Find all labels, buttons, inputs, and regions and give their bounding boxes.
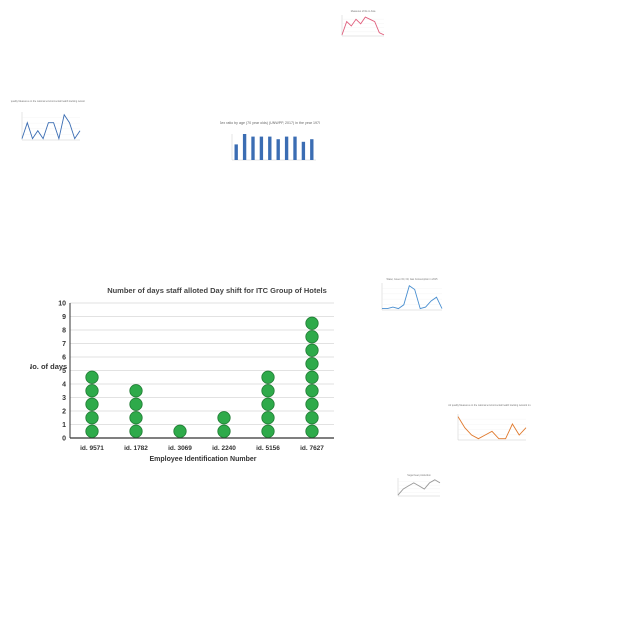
- x-tick-label: id. 3069: [168, 445, 192, 452]
- dot-marker: [217, 424, 231, 438]
- y-tick-label: 7: [62, 341, 66, 348]
- thumbnail-top-svg: Measures of life in Asia: [341, 10, 385, 37]
- thumbnail-title: Measures of life in Asia: [351, 10, 376, 13]
- dot-marker: [261, 424, 275, 438]
- x-axis-label: Employee Identification Number: [150, 456, 257, 463]
- thumbnail-series-line: [457, 416, 527, 440]
- chart-title: Number of days staff alloted Day shift f…: [107, 286, 327, 295]
- thumbnail-series-line: [21, 113, 81, 141]
- thumbnail-center-svg: Sex ratio by age (70 year olds) (UNWPP, …: [220, 121, 320, 161]
- thumbnail-chart-top: Measures of life in Asia: [338, 8, 388, 42]
- y-axis-label-line1: No. of days: [30, 362, 67, 371]
- thumbnail-right-mid-svg: Water, Green Oil, Oil, Gas Consumption i…: [381, 278, 443, 311]
- dot-marker: [261, 370, 275, 384]
- x-tick-label: id. 9571: [80, 445, 104, 452]
- dot-marker: [85, 411, 99, 425]
- main-chart-svg: Number of days staff alloted Day shift f…: [30, 286, 334, 463]
- dot-marker: [85, 397, 99, 411]
- thumbnail-series-line: [397, 479, 441, 496]
- dot-marker: [305, 424, 319, 438]
- y-tick-label: 2: [62, 409, 66, 416]
- thumbnail-bottom-svg: Sugar beet production: [397, 474, 441, 497]
- dot-marker: [173, 424, 187, 438]
- thumbnail-bar: [276, 139, 280, 160]
- thumbnail-left-svg: Air quality Measures on the national env…: [10, 100, 85, 141]
- dot-marker: [305, 384, 319, 398]
- thumbnail-chart-bottom: Sugar beet production: [392, 472, 444, 506]
- dot-marker: [305, 411, 319, 425]
- thumbnail-bar: [301, 141, 306, 160]
- thumbnail-bar: [259, 136, 264, 160]
- thumbnail-bar: [234, 144, 238, 160]
- thumbnail-bar: [242, 134, 247, 160]
- thumbnail-chart-right-mid: Water, Green Oil, Oil, Gas Consumption i…: [374, 276, 446, 324]
- dot-marker: [305, 343, 319, 357]
- thumbnail-title: Water, Green Oil, Oil, Gas Consumption i…: [387, 278, 439, 281]
- dot-marker: [129, 424, 143, 438]
- x-tick-label: id. 1782: [124, 445, 148, 452]
- thumbnail-chart-left: Air quality Measures on the national env…: [10, 98, 85, 156]
- y-tick-label: 0: [62, 436, 66, 443]
- y-tick-label: 6: [62, 355, 66, 362]
- dot-marker: [85, 424, 99, 438]
- thumbnail-title: Sugar beet production: [407, 474, 431, 477]
- x-tick-label: id. 5156: [256, 445, 280, 452]
- dot-marker: [129, 411, 143, 425]
- dot-marker: [85, 370, 99, 384]
- thumbnail-bar: [251, 136, 255, 160]
- dot-marker: [305, 370, 319, 384]
- y-tick-label: 8: [62, 328, 66, 335]
- thumbnail-bar: [284, 136, 289, 160]
- thumbnail-title: Air quality Measures on the national env…: [10, 100, 85, 103]
- dot-marker: [217, 411, 231, 425]
- dot-marker: [85, 384, 99, 398]
- thumbnail-series-line: [382, 284, 443, 310]
- main-dot-plot-chart: Number of days staff alloted Day shift f…: [30, 282, 350, 467]
- thumbnail-series-line: [341, 16, 385, 36]
- y-tick-label: 1: [62, 422, 66, 429]
- y-tick-label: 10: [58, 301, 66, 308]
- y-tick-label: 5: [62, 368, 66, 375]
- dot-marker: [305, 316, 319, 330]
- dot-marker: [305, 397, 319, 411]
- dot-marker: [261, 397, 275, 411]
- dot-marker: [129, 384, 143, 398]
- dot-marker: [261, 384, 275, 398]
- dot-marker: [261, 411, 275, 425]
- thumbnail-title: Air quality Measures on the national env…: [448, 404, 531, 407]
- thumbnail-chart-center: Sex ratio by age (70 year olds) (UNWPP, …: [220, 118, 320, 178]
- y-tick-label: 4: [62, 382, 66, 389]
- thumbnail-bar: [293, 136, 297, 160]
- dot-marker: [305, 357, 319, 371]
- thumbnail-bar: [268, 136, 272, 160]
- thumbnail-bar: [310, 139, 314, 160]
- y-tick-label: 9: [62, 314, 66, 321]
- dot-marker: [305, 330, 319, 344]
- thumbnail-right-lower-svg: Air quality Measures on the national env…: [448, 404, 531, 441]
- x-tick-label: id. 2240: [212, 445, 236, 452]
- x-tick-label: id. 7627: [300, 445, 324, 452]
- dot-marker: [129, 397, 143, 411]
- thumbnail-title: Sex ratio by age (70 year olds) (UNWPP, …: [220, 121, 320, 125]
- thumbnail-chart-right-lower: Air quality Measures on the national env…: [446, 402, 531, 458]
- y-tick-label: 3: [62, 395, 66, 402]
